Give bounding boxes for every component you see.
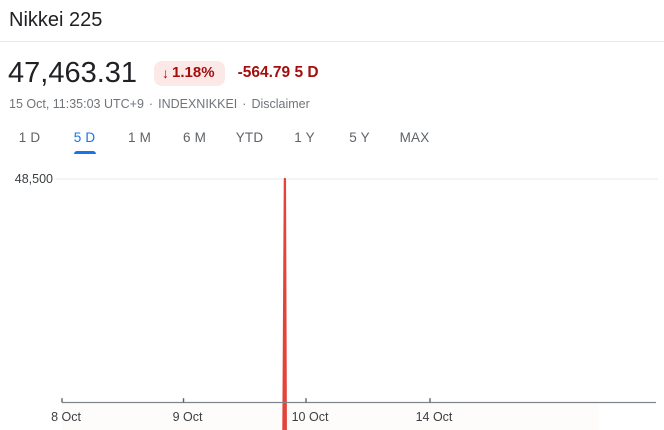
price-row: 47,463.31 ↓ 1.18% -564.79 5 D	[8, 56, 319, 90]
x-axis-label: 9 Oct	[173, 410, 203, 424]
tab-1d[interactable]: 1 D	[18, 130, 41, 145]
timestamp: 15 Oct, 11:35:03 UTC+9	[9, 97, 144, 111]
tab-5d[interactable]: 5 D	[57, 128, 112, 150]
y-axis-label: 48,500	[15, 172, 53, 186]
tab-1y[interactable]: 1 Y	[294, 130, 315, 145]
price-line	[282, 177, 287, 430]
x-axis-label: 10 Oct	[292, 410, 329, 424]
x-axis-label: 14 Oct	[416, 410, 453, 424]
down-arrow-icon: ↓	[162, 64, 170, 81]
x-axis-label: 8 Oct	[51, 410, 81, 424]
change-amount: -564.79 5 D	[237, 64, 319, 81]
separator-dot: ·	[242, 97, 247, 111]
header-divider	[0, 41, 664, 42]
page-title: Nikkei 225	[9, 9, 103, 31]
tab-1m[interactable]: 1 M	[127, 130, 152, 145]
disclaimer-link[interactable]: Disclaimer	[251, 97, 310, 111]
time-range-tabs: 1 D 5 D 1 M 6 M YTD 1 Y 5 Y MAX	[2, 128, 442, 150]
tab-5y[interactable]: 5 Y	[349, 130, 370, 145]
tab-ytd[interactable]: YTD	[235, 130, 264, 145]
index-symbol: INDEXNIKKEI	[158, 97, 238, 111]
change-percent: 1.18%	[172, 63, 215, 81]
tab-6m[interactable]: 6 M	[182, 130, 207, 145]
separator-dot: ·	[148, 97, 154, 111]
change-percent-badge: ↓ 1.18%	[154, 60, 225, 86]
tab-max[interactable]: MAX	[399, 130, 430, 145]
area-fill	[62, 179, 599, 430]
quote-meta: 15 Oct, 11:35:03 UTC+9 · INDEXNIKKEI · D…	[9, 97, 310, 111]
current-price: 47,463.31	[8, 57, 138, 89]
